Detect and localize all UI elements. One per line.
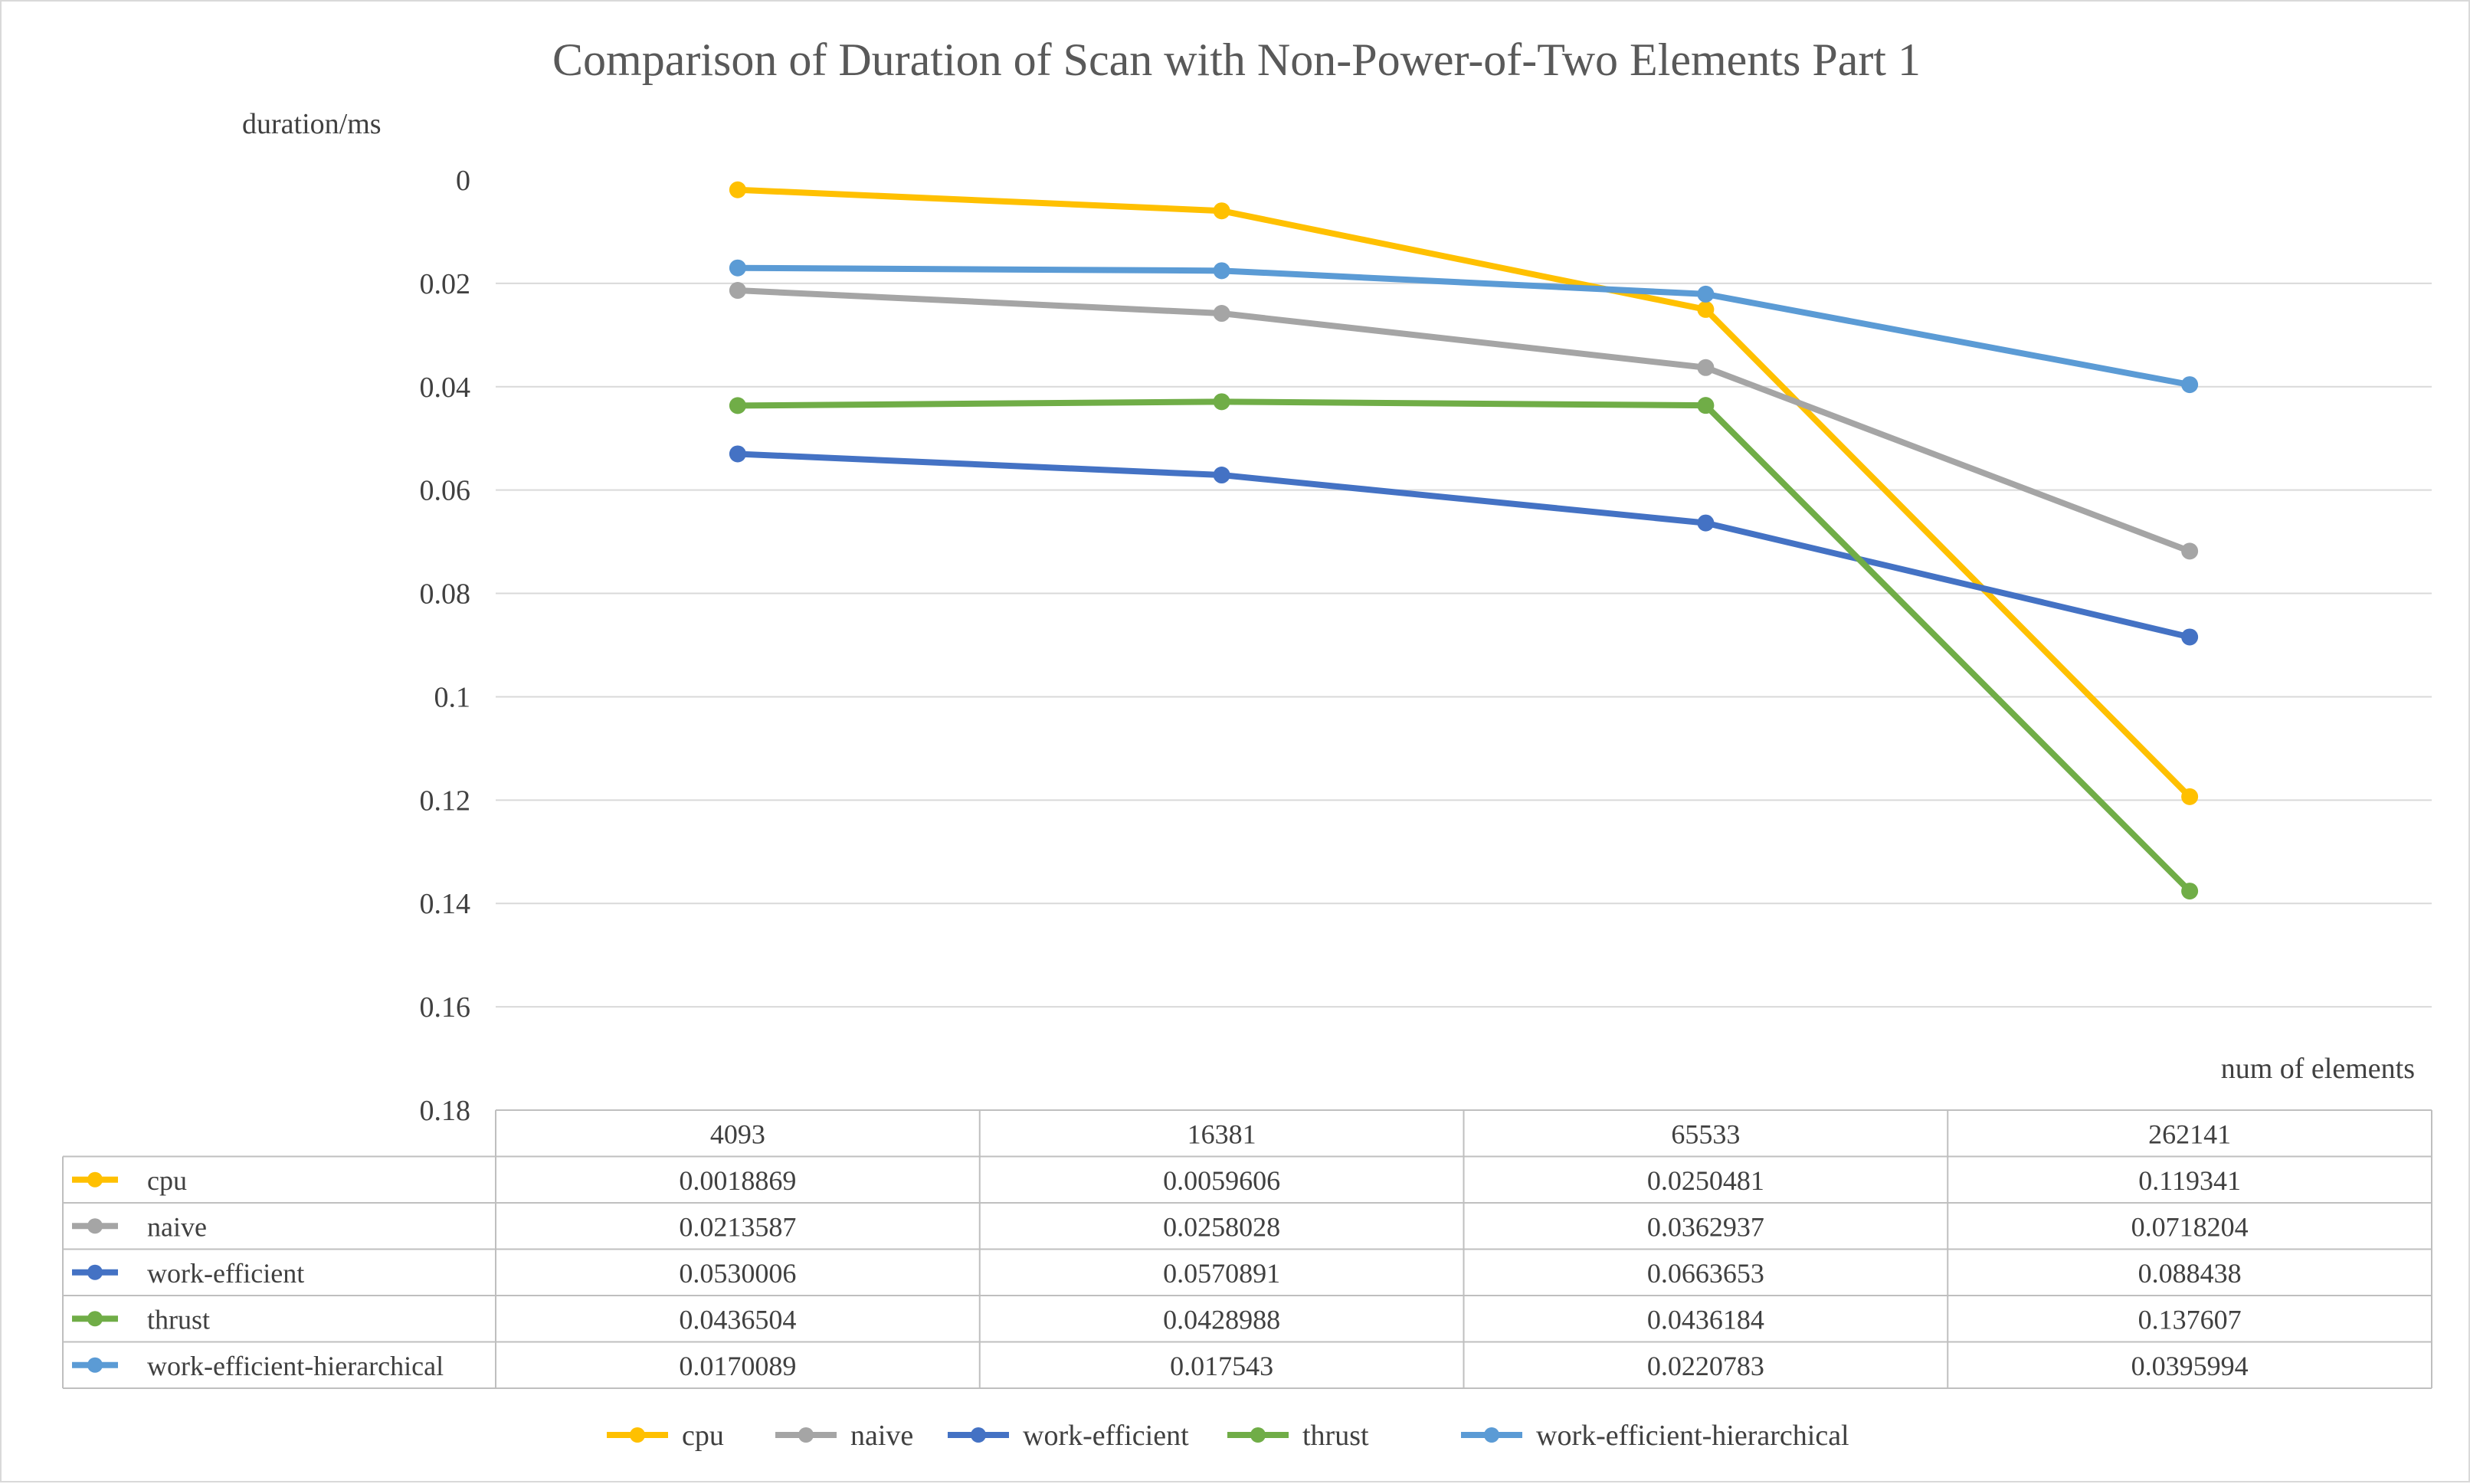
- legend-label: work-efficient: [1023, 1420, 1189, 1452]
- series-line: [734, 398, 2193, 895]
- series-naive: [729, 282, 2199, 560]
- data-point: [1697, 285, 1715, 303]
- data-point: [1697, 397, 1715, 414]
- table-legend-marker: [87, 1311, 103, 1327]
- data-point: [729, 397, 746, 414]
- series-cpu: [729, 181, 2199, 805]
- data-point: [1213, 467, 1230, 484]
- y-tick-label: 0.02: [420, 268, 471, 300]
- y-tick-label: 0.12: [420, 785, 471, 817]
- data-point: [1697, 300, 1715, 318]
- table-cell: 0.0170089: [679, 1351, 796, 1381]
- table-cell: 0.0428988: [1163, 1304, 1280, 1335]
- table-cell: 0.0570891: [1163, 1258, 1280, 1289]
- series-thrust: [729, 393, 2199, 900]
- y-tick-label: 0.16: [420, 991, 471, 1024]
- table-cell: 0.0718204: [2131, 1211, 2249, 1242]
- legend-marker: [971, 1427, 986, 1443]
- legend-item-thrust: thrust: [1227, 1420, 1369, 1452]
- data-point: [2181, 788, 2199, 805]
- table-row-label: cpu: [147, 1165, 187, 1196]
- table-header-cell: 4093: [710, 1119, 765, 1149]
- y-tick-label: 0.1: [434, 681, 471, 713]
- legend-item-work-efficient-hierarchical: work-efficient-hierarchical: [1461, 1420, 1849, 1452]
- table-header-cell: 65533: [1671, 1119, 1740, 1149]
- table-legend-marker: [87, 1218, 103, 1234]
- table-legend-marker: [87, 1357, 103, 1373]
- data-point: [2181, 542, 2199, 560]
- chart-title: Comparison of Duration of Scan with Non-…: [552, 34, 1921, 85]
- table-cell: 0.0530006: [679, 1258, 796, 1289]
- data-point: [1697, 359, 1715, 376]
- y-tick-label: 0.08: [420, 578, 471, 611]
- data-point: [729, 282, 746, 300]
- table-cell: 0.137607: [2138, 1304, 2242, 1335]
- table-cell: 0.0663653: [1647, 1258, 1764, 1289]
- table-cell: 0.0258028: [1163, 1211, 1280, 1242]
- legend: cpu naive work-efficient thrust work-efficie…: [607, 1420, 1849, 1452]
- series-line: [734, 186, 2193, 800]
- y-tick-label: 0.14: [420, 888, 471, 920]
- table-legend-marker: [87, 1264, 103, 1280]
- legend-item-work-efficient: work-efficient: [948, 1420, 1189, 1452]
- legend-item-cpu: cpu: [607, 1420, 724, 1452]
- series-work-efficient: [729, 445, 2199, 646]
- gridlines: [496, 282, 2432, 1008]
- legend-label: thrust: [1302, 1420, 1369, 1452]
- data-point: [2181, 376, 2199, 394]
- data-point: [729, 259, 746, 277]
- y-tick-label: 0: [456, 165, 470, 197]
- series-line: [734, 450, 2193, 640]
- data-point: [2181, 883, 2199, 900]
- table-cell: 0.017543: [1170, 1351, 1273, 1381]
- table-cell: 0.0250481: [1647, 1165, 1764, 1196]
- legend-marker: [630, 1427, 645, 1443]
- table-header-cell: 16381: [1188, 1119, 1256, 1149]
- table-cell: 0.0436184: [1647, 1304, 1764, 1335]
- legend-label: naive: [850, 1420, 913, 1452]
- legend-marker: [798, 1427, 814, 1443]
- table-legend-marker: [87, 1171, 103, 1188]
- table-header-cell: 262141: [2148, 1119, 2231, 1149]
- y-tick-labels: 0 0.02 0.04 0.06 0.08 0.1 0.12 0.14 0.16 0.18: [420, 165, 471, 1127]
- data-point: [1213, 262, 1230, 280]
- legend-marker: [1250, 1427, 1266, 1443]
- table-cell: 0.0018869: [679, 1165, 796, 1196]
- legend-item-naive: naive: [775, 1420, 913, 1452]
- x-axis-label: num of elements: [2221, 1053, 2415, 1085]
- table-row-label: thrust: [147, 1304, 210, 1335]
- series-lines: [729, 181, 2199, 900]
- table-cell: 0.0436504: [679, 1304, 796, 1335]
- legend-label: cpu: [682, 1420, 724, 1452]
- data-point: [729, 181, 746, 198]
- table-cell: 0.0362937: [1647, 1211, 1764, 1242]
- series-work-efficient-hierarchical: [729, 259, 2199, 394]
- table-cell: 0.088438: [2138, 1258, 2242, 1289]
- table-cell: 0.0059606: [1163, 1165, 1280, 1196]
- series-line: [734, 264, 2193, 388]
- y-axis-label: duration/ms: [242, 108, 382, 140]
- y-tick-label: 0.06: [420, 475, 471, 507]
- legend-label: work-efficient-hierarchical: [1536, 1420, 1849, 1452]
- table-cell: 0.0220783: [1647, 1351, 1764, 1381]
- table-cell: 0.0395994: [2131, 1351, 2249, 1381]
- table-row-label: work-efficient-hierarchical: [147, 1351, 444, 1381]
- data-point: [1697, 514, 1715, 532]
- data-point: [1213, 202, 1230, 220]
- data-point: [729, 445, 746, 463]
- legend-marker: [1484, 1427, 1499, 1443]
- series-line: [734, 287, 2193, 555]
- table-row-label: naive: [147, 1211, 207, 1242]
- table-row-label: work-efficient: [147, 1258, 304, 1289]
- data-point: [1213, 305, 1230, 323]
- data-point: [1213, 393, 1230, 411]
- data-point: [2181, 628, 2199, 646]
- y-tick-label: 0.18: [420, 1095, 471, 1127]
- y-tick-label: 0.04: [420, 372, 471, 404]
- data-table: 4093 16381 65533 262141 cpu 0.0018869 0.005960…: [62, 1109, 2432, 1389]
- table-cell: 0.119341: [2138, 1165, 2241, 1196]
- table-cell: 0.0213587: [679, 1211, 796, 1242]
